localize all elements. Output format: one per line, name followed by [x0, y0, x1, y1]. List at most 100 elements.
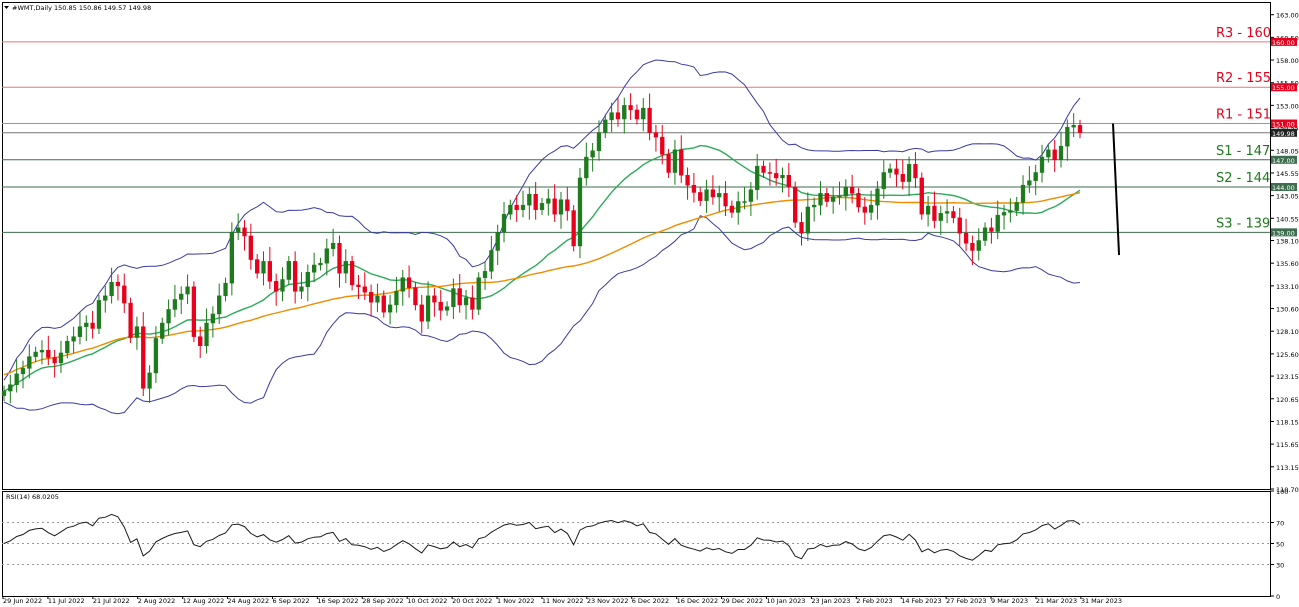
level-axis-label: 151.00: [1272, 121, 1295, 129]
candle: [520, 204, 526, 210]
candle: [482, 271, 488, 278]
candle: [185, 286, 190, 295]
candle: [982, 227, 988, 241]
candle: [533, 194, 538, 210]
candle: [615, 112, 621, 120]
candle: [160, 322, 165, 339]
candle: [666, 154, 671, 173]
time-tick-label: 27 Feb 2023: [946, 597, 986, 605]
price-tick-label: 143.05: [1276, 193, 1299, 201]
level-axis-label: 139.00: [1272, 229, 1295, 237]
price-tick-label: 113.15: [1276, 464, 1299, 472]
candle: [1014, 202, 1019, 211]
candle: [596, 132, 602, 151]
candle: [805, 206, 810, 234]
level-label-160.00: R3 - 160: [1216, 26, 1271, 41]
time-tick-label: 6 Sep 2022: [272, 597, 309, 605]
level-axis-badge: [1271, 119, 1297, 128]
candle: [1058, 145, 1064, 161]
price-tick-label: 138.10: [1276, 238, 1299, 246]
price-tick-label: 120.65: [1276, 396, 1299, 404]
candle: [438, 301, 443, 311]
candle: [39, 349, 45, 353]
candle: [463, 297, 469, 306]
candle: [552, 198, 557, 215]
candle: [109, 281, 114, 297]
candle: [970, 242, 975, 251]
candle: [894, 168, 899, 175]
candle: [33, 351, 38, 357]
time-tick-label: 6 Dec 2022: [632, 597, 669, 605]
candle: [672, 149, 678, 173]
time-tick-label: 29 Jun 2022: [3, 597, 42, 605]
candle: [381, 295, 386, 313]
candle: [394, 291, 399, 306]
candle: [204, 322, 209, 346]
time-tick-label: 16 Dec 2022: [677, 597, 719, 605]
candle: [27, 356, 32, 369]
candle: [628, 105, 633, 111]
symbol-header: #WMT,Daily 150.85 150.86 149.57 149.98: [12, 4, 151, 12]
candle: [267, 261, 272, 282]
candle: [236, 227, 241, 233]
candle: [198, 336, 203, 346]
candle: [274, 281, 279, 292]
candle: [919, 177, 924, 215]
time-tick-label: 23 Nov 2022: [587, 597, 629, 605]
price-tick-label: 110.70: [1276, 486, 1299, 494]
candle: [96, 300, 102, 329]
rsi-tick-label: 0: [1276, 593, 1280, 601]
candle: [179, 293, 184, 300]
price-tick-label: 150.55: [1276, 125, 1299, 133]
rsi-tick-label: 30: [1276, 562, 1284, 570]
candle: [577, 177, 583, 247]
candle: [115, 281, 121, 287]
price-tick-label: 130.60: [1276, 306, 1299, 314]
candle: [856, 193, 861, 208]
candle: [387, 304, 393, 313]
price-tick-label: 133.10: [1276, 283, 1299, 291]
candle: [1071, 125, 1076, 128]
candle: [906, 164, 912, 182]
candle: [362, 286, 367, 293]
candle: [812, 204, 817, 208]
candle: [223, 282, 228, 297]
candle: [862, 206, 867, 213]
candle: [868, 204, 874, 213]
candle: [14, 373, 19, 385]
candle: [685, 174, 690, 186]
candle: [653, 132, 659, 138]
candle: [1052, 149, 1057, 161]
price-tick-label: 145.55: [1276, 170, 1299, 178]
time-tick-label: 11 Nov 2022: [542, 597, 584, 605]
candle: [1065, 126, 1070, 147]
candle: [457, 288, 462, 306]
level-label-139.00: S3 - 139: [1216, 216, 1270, 231]
candle: [337, 242, 342, 274]
candle: [46, 349, 51, 358]
candle: [900, 174, 905, 182]
candle: [774, 173, 779, 179]
candle: [679, 149, 684, 176]
rsi-label: RSI(14) 68.0205: [6, 493, 59, 501]
candle: [539, 203, 545, 210]
candle: [293, 261, 298, 292]
candle: [951, 211, 956, 219]
candle: [305, 272, 310, 288]
candle: [761, 165, 766, 173]
candle: [172, 299, 178, 310]
candle: [343, 261, 348, 274]
level-axis-label: 155.00: [1272, 84, 1295, 92]
time-tick-label: 11 Jul 2022: [48, 597, 85, 605]
candle: [881, 172, 886, 190]
candle: [1077, 125, 1083, 134]
candle: [375, 295, 380, 303]
candle: [77, 326, 83, 337]
candle: [20, 368, 26, 375]
candle: [71, 336, 76, 342]
time-tick-label: 9 Mar 2023: [991, 597, 1028, 605]
time-tick-label: 1 Nov 2022: [497, 597, 535, 605]
candle: [248, 235, 253, 260]
candle: [565, 199, 570, 211]
rsi-tick-label: 50: [1276, 541, 1284, 549]
